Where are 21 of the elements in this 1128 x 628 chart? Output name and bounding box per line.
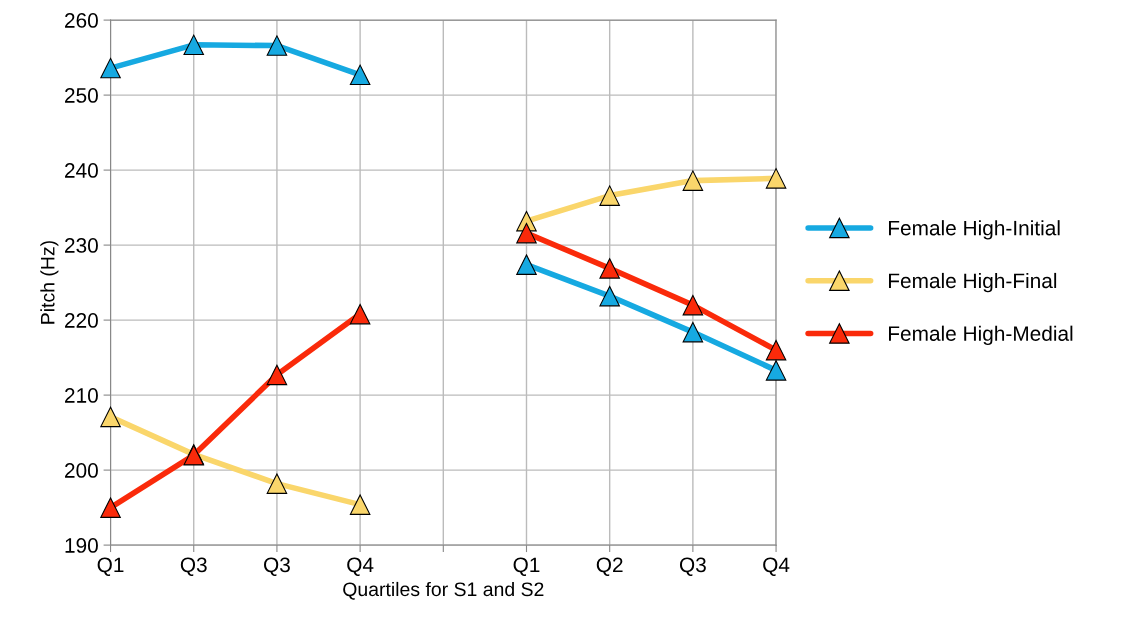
x-axis-title: Quartiles for S1 and S2	[343, 581, 544, 600]
legend-label: Female High-Medial	[889, 325, 1073, 346]
y-tick-label: 210	[65, 388, 98, 403]
y-axis-title: Pitch (Hz)	[40, 241, 59, 324]
y-tick-label: 250	[65, 88, 98, 103]
y-tick-label: 260	[65, 13, 98, 28]
x-tick-label: Q4	[347, 557, 374, 576]
y-tick-label: 240	[65, 163, 98, 178]
x-tick-label: Q2	[596, 557, 623, 576]
y-tick-label: 230	[65, 238, 98, 253]
x-tick-label: Q3	[679, 557, 706, 576]
legend-label: Female High-Final	[889, 272, 1057, 293]
y-tick-label: 200	[65, 463, 98, 478]
y-tick-label: 220	[65, 313, 98, 328]
x-tick-label: Q1	[97, 557, 124, 576]
y-tick-label: 190	[65, 538, 98, 553]
x-tick-label: Q3	[264, 557, 290, 576]
x-tick-label: Q1	[513, 557, 540, 576]
x-tick-label: Q4	[763, 557, 790, 576]
x-tick-label: Q3	[180, 557, 207, 576]
legend-label: Female High-Initial	[889, 220, 1060, 240]
